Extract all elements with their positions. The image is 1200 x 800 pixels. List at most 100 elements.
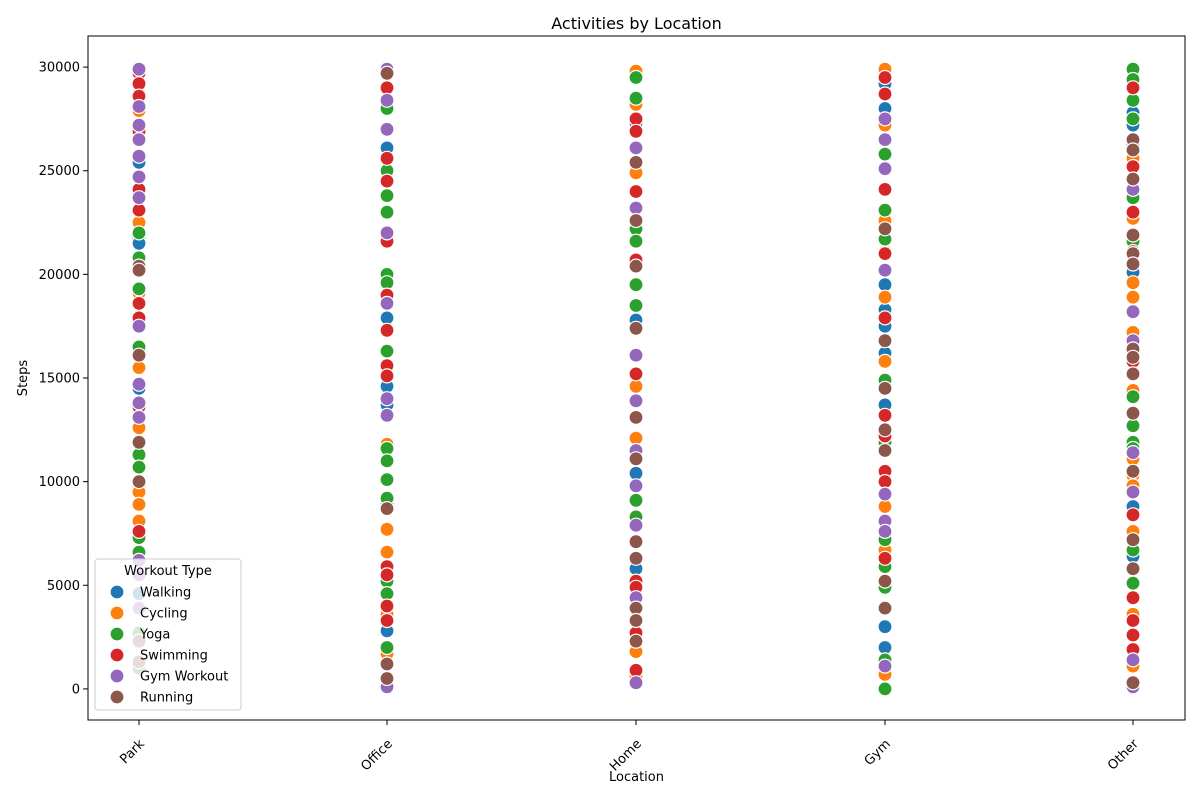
legend-item-yoga: Yoga: [109, 626, 170, 643]
data-point-gym-workout: [628, 140, 644, 156]
data-point-swimming: [131, 523, 147, 540]
y-tick-label: 30000: [39, 61, 80, 76]
legend-label: Cycling: [140, 607, 188, 622]
data-point-gym-workout: [628, 517, 644, 533]
data-point-gym-workout: [877, 161, 893, 177]
data-point-running: [1125, 463, 1141, 479]
legend-marker: [109, 584, 125, 600]
legend: Workout Type Walking Cycling Yoga Swimming G…: [94, 558, 242, 711]
data-point-swimming: [379, 173, 395, 189]
y-tick-label: 15000: [39, 372, 80, 387]
data-point-running: [628, 633, 644, 649]
data-point-swimming: [877, 69, 893, 86]
legend-marker: [109, 626, 125, 642]
data-point-yoga: [379, 188, 395, 204]
data-point-gym-workout: [1125, 304, 1141, 320]
data-point-yoga: [628, 233, 644, 249]
data-point-swimming: [877, 474, 893, 490]
data-point-gym-workout: [131, 61, 147, 77]
data-point-running: [877, 221, 893, 237]
data-point-gym-workout: [379, 121, 395, 137]
legend-label: Gym Workout: [140, 670, 228, 685]
data-point-gym-workout: [1125, 652, 1141, 668]
data-point-running: [379, 65, 395, 81]
data-point-gym-workout: [877, 523, 893, 540]
data-point-running: [1125, 405, 1141, 421]
legend-label: Swimming: [140, 649, 208, 664]
data-point-yoga: [131, 225, 147, 241]
data-point-gym-workout: [131, 409, 147, 425]
data-point-swimming: [379, 567, 395, 583]
legend-items: Walking Cycling Yoga Swimming Gym Workout Run…: [109, 584, 228, 706]
data-point-yoga: [379, 472, 395, 488]
data-point-gym-workout: [628, 478, 644, 494]
legend-item-gym-workout: Gym Workout: [109, 668, 228, 685]
data-point-yoga: [1125, 389, 1141, 405]
data-point-yoga: [877, 146, 893, 162]
data-point-running: [628, 320, 644, 336]
data-point-yoga: [628, 277, 644, 293]
data-point-gym-workout: [379, 391, 395, 407]
legend-label: Running: [140, 691, 193, 706]
data-point-gym-workout: [379, 225, 395, 241]
data-point-gym-workout: [628, 347, 644, 363]
data-point-swimming: [628, 183, 644, 200]
data-point-yoga: [628, 492, 644, 508]
data-point-running: [628, 409, 644, 425]
data-point-gym-workout: [379, 407, 395, 423]
data-point-cycling: [877, 353, 893, 369]
data-point-running: [877, 380, 893, 396]
data-point-swimming: [1125, 590, 1141, 606]
data-point-swimming: [1125, 612, 1141, 629]
y-tick-label: 25000: [39, 164, 80, 179]
data-point-running: [877, 422, 893, 438]
data-point-gym-workout: [379, 92, 395, 108]
data-point-gym-workout: [131, 132, 147, 148]
data-point-running: [628, 154, 644, 170]
data-point-running: [1125, 256, 1141, 272]
data-point-gym-workout: [877, 262, 893, 278]
data-point-running: [131, 262, 147, 278]
data-point-swimming: [877, 181, 893, 197]
data-point-swimming: [379, 150, 395, 166]
y-tick-label: 0: [72, 682, 80, 697]
data-point-yoga: [628, 297, 644, 314]
x-axis-title: Location: [609, 770, 664, 785]
data-point-yoga: [628, 90, 644, 106]
data-point-gym-workout: [131, 148, 147, 164]
data-point-running: [1125, 675, 1141, 691]
data-point-gym-workout: [131, 169, 147, 185]
legend-marker: [109, 668, 125, 684]
data-point-swimming: [1125, 507, 1141, 523]
data-point-swimming: [877, 310, 893, 326]
data-point-gym-workout: [877, 658, 893, 674]
data-point-yoga: [628, 69, 644, 86]
y-tick-label: 10000: [39, 475, 80, 490]
data-point-gym-workout: [1125, 445, 1141, 461]
data-point-running: [628, 612, 644, 629]
y-tick-label: 5000: [47, 579, 80, 594]
data-point-running: [628, 534, 644, 550]
data-point-yoga: [131, 281, 147, 297]
data-point-swimming: [379, 598, 395, 614]
data-point-swimming: [131, 295, 147, 311]
data-point-yoga: [379, 453, 395, 469]
legend-title: Workout Type: [124, 564, 212, 579]
data-point-gym-workout: [131, 318, 147, 334]
data-point-running: [628, 258, 644, 274]
data-point-running: [379, 670, 395, 687]
data-point-gym-workout: [379, 295, 395, 311]
data-point-yoga: [379, 343, 395, 359]
data-point-gym-workout: [628, 393, 644, 409]
data-point-swimming: [1125, 627, 1141, 643]
data-point-running: [1125, 561, 1141, 577]
data-point-swimming: [628, 366, 644, 382]
data-point-running: [379, 501, 395, 517]
data-point-walking: [877, 277, 893, 293]
data-point-running: [1125, 171, 1141, 187]
data-point-cycling: [131, 496, 147, 512]
data-point-running: [1125, 532, 1141, 548]
data-point-running: [131, 347, 147, 363]
